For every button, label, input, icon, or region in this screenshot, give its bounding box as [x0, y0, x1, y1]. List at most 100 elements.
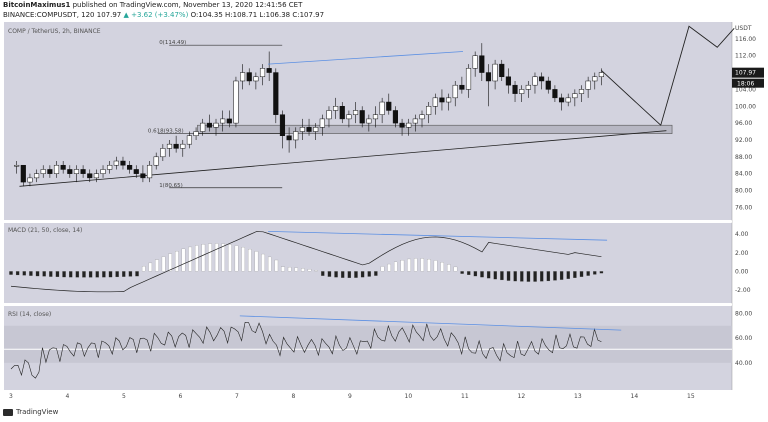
rsi-y-tick: 60.00	[735, 335, 752, 342]
price-y-tick: 76.00	[735, 204, 752, 211]
candle-body	[326, 110, 332, 120]
candle-body	[499, 63, 505, 78]
macd-histogram-bar	[334, 271, 338, 278]
macd-histogram-bar	[49, 271, 53, 277]
ohlc-text: O:104.35 H:108.71 L:106.38 C:107.97	[190, 11, 325, 19]
rsi-divergence-line	[239, 315, 622, 331]
macd-histogram-bar	[254, 251, 259, 272]
macd-histogram-bar	[108, 271, 113, 278]
macd-histogram-bar	[35, 271, 40, 277]
candle-body	[505, 76, 511, 86]
macd-histogram-bar	[480, 271, 484, 278]
macd-histogram-bar	[208, 243, 212, 272]
header-line-2: BINANCE:COMPUSDT, 120 107.97 ▲ +3.62 (+3…	[3, 11, 324, 19]
macd-histogram-bar	[82, 271, 86, 278]
candle-body	[293, 131, 299, 141]
projection-path	[601, 25, 735, 127]
macd-histogram-bar	[553, 271, 557, 281]
candle-body	[127, 164, 133, 170]
candle-body	[399, 122, 405, 128]
candle-body	[60, 164, 66, 170]
candle-body	[372, 114, 379, 120]
macd-histogram-bar	[55, 271, 60, 277]
macd-histogram-bar	[22, 271, 26, 276]
macd-histogram-bar	[526, 271, 531, 282]
candle-body	[299, 127, 305, 132]
macd-histogram-bar	[327, 271, 332, 277]
macd-histogram-bar	[473, 271, 478, 277]
candle-body	[598, 72, 605, 78]
header-line-1: BitcoinMaximus1 published on TradingView…	[3, 1, 302, 9]
candle-body	[459, 84, 465, 90]
candle-body	[133, 169, 139, 174]
macd-pane-bg	[4, 223, 732, 303]
candle-body	[14, 164, 20, 167]
candle-body	[592, 76, 598, 82]
rsi-y-tick: 80.00	[735, 310, 752, 317]
candle-body	[87, 173, 93, 179]
ascending-trendline	[19, 130, 667, 187]
candle-body	[472, 55, 478, 69]
macd-histogram-bar	[427, 259, 431, 272]
macd-histogram-bar	[593, 271, 597, 275]
macd-histogram-bar	[201, 244, 206, 272]
candle-body	[34, 173, 40, 179]
candle-body	[40, 169, 46, 174]
x-tick-label: 3	[9, 393, 13, 400]
author-name: BitcoinMaximus1	[3, 1, 71, 9]
candle-body	[572, 93, 578, 99]
candle-body	[153, 156, 159, 166]
candle-body	[545, 80, 551, 90]
rsi-y-tick: 40.00	[735, 360, 752, 367]
candle-body	[439, 97, 445, 103]
tradingview-logo: TradingView	[3, 408, 58, 416]
candle-body	[558, 97, 565, 103]
candle-body	[226, 118, 232, 124]
x-tick-label: 13	[574, 393, 582, 400]
candle-body	[565, 97, 571, 103]
candle-body	[552, 89, 558, 99]
macd-histogram-bar	[374, 271, 378, 276]
macd-histogram-bar	[15, 271, 20, 276]
macd-histogram-bar	[9, 271, 13, 275]
macd-histogram-bar	[75, 271, 80, 278]
candle-body	[412, 118, 418, 124]
macd-histogram-bar	[294, 267, 298, 272]
candle-body	[479, 55, 485, 73]
support-zone	[197, 124, 673, 134]
macd-histogram-bar	[168, 253, 172, 272]
candle-body	[386, 101, 392, 111]
candle-body	[492, 63, 498, 82]
price-divergence-line	[268, 51, 464, 65]
macd-histogram-bar	[440, 262, 444, 272]
candle-body	[519, 89, 525, 94]
macd-histogram-bar	[407, 258, 411, 272]
candle-body	[585, 80, 591, 90]
candle-body	[539, 76, 545, 82]
candle-body	[253, 76, 259, 82]
candle-body	[313, 127, 319, 132]
candle-body	[113, 160, 119, 166]
candle-body	[146, 164, 153, 179]
candle-body	[67, 169, 73, 174]
price-y-tick: 80.00	[735, 188, 752, 195]
macd-histogram-bar	[281, 266, 285, 272]
macd-histogram-bar	[387, 263, 391, 272]
macd-histogram-bar	[102, 271, 106, 278]
price-y-tick: 88.00	[735, 154, 752, 161]
macd-histogram-bar	[400, 260, 405, 272]
macd-histogram-bar	[181, 248, 186, 272]
macd-histogram-bar	[360, 271, 365, 278]
macd-histogram-bar	[307, 269, 312, 272]
macd-histogram-bar	[115, 271, 119, 278]
macd-histogram-bar	[234, 245, 239, 272]
chart-header: BitcoinMaximus1 published on TradingView…	[0, 0, 768, 22]
macd-histogram-bar	[500, 271, 504, 281]
countdown-label: 18:06	[737, 81, 754, 88]
candle-body	[213, 122, 219, 128]
rsi-pane-title: RSI (14, close)	[8, 311, 51, 318]
price-y-tick: 92.00	[735, 137, 752, 144]
macd-histogram-bar	[433, 260, 438, 272]
macd-histogram-bar	[579, 271, 584, 277]
